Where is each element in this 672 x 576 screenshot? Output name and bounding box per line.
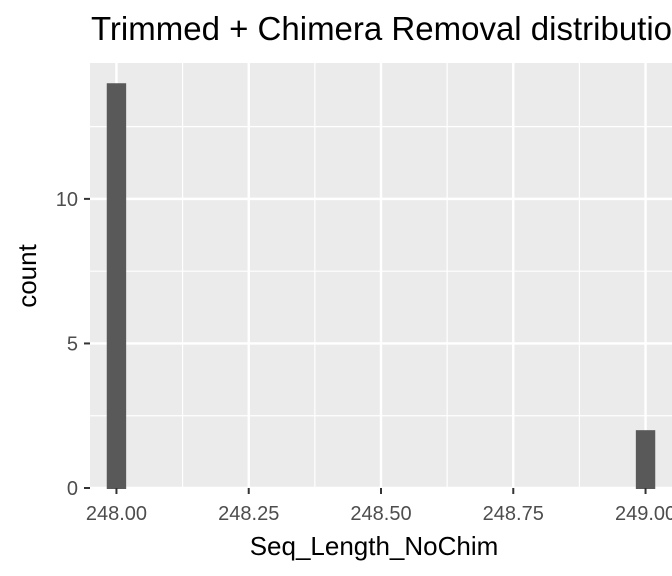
y-tick-label: 5: [67, 333, 78, 355]
y-axis-title: count: [12, 243, 42, 307]
axes: 248.00 248.25 248.50 248.75 249.00 0 5 10: [56, 189, 672, 525]
x-axis-title: Seq_Length_NoChim: [250, 531, 499, 561]
bars: [106, 83, 656, 489]
chart-title: Trimmed + Chimera Removal distribution: [91, 10, 672, 47]
y-tick-label: 10: [56, 189, 78, 211]
x-tick-label: 248.75: [483, 503, 544, 525]
x-tick-label: 248.25: [218, 503, 279, 525]
y-tick-label: 0: [67, 478, 78, 500]
x-tick-label: 249.00: [615, 503, 672, 525]
histogram-bar: [635, 430, 656, 489]
x-tick-label: 248.00: [86, 503, 147, 525]
histogram-bar: [106, 83, 127, 489]
x-tick-label: 248.50: [350, 503, 411, 525]
